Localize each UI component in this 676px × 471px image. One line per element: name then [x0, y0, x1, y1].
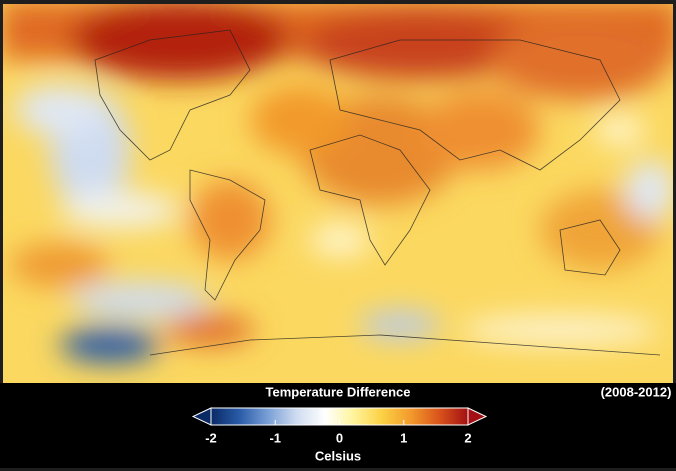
tick-label: 0: [336, 430, 343, 445]
period-label: (2008-2012): [601, 384, 672, 399]
tick-label: 1: [400, 430, 407, 445]
over-range-arrow: [467, 407, 488, 426]
legend-title: Temperature Difference: [266, 384, 411, 399]
tick-label: -2: [205, 430, 217, 445]
tick-label: -1: [269, 430, 281, 445]
colorbar: -2 -1 0 1 2: [191, 407, 488, 445]
unit-label: Celsius: [315, 448, 361, 463]
temperature-map: [3, 4, 673, 383]
tick-label: 2: [464, 430, 471, 445]
under-range-arrow: [191, 407, 212, 426]
